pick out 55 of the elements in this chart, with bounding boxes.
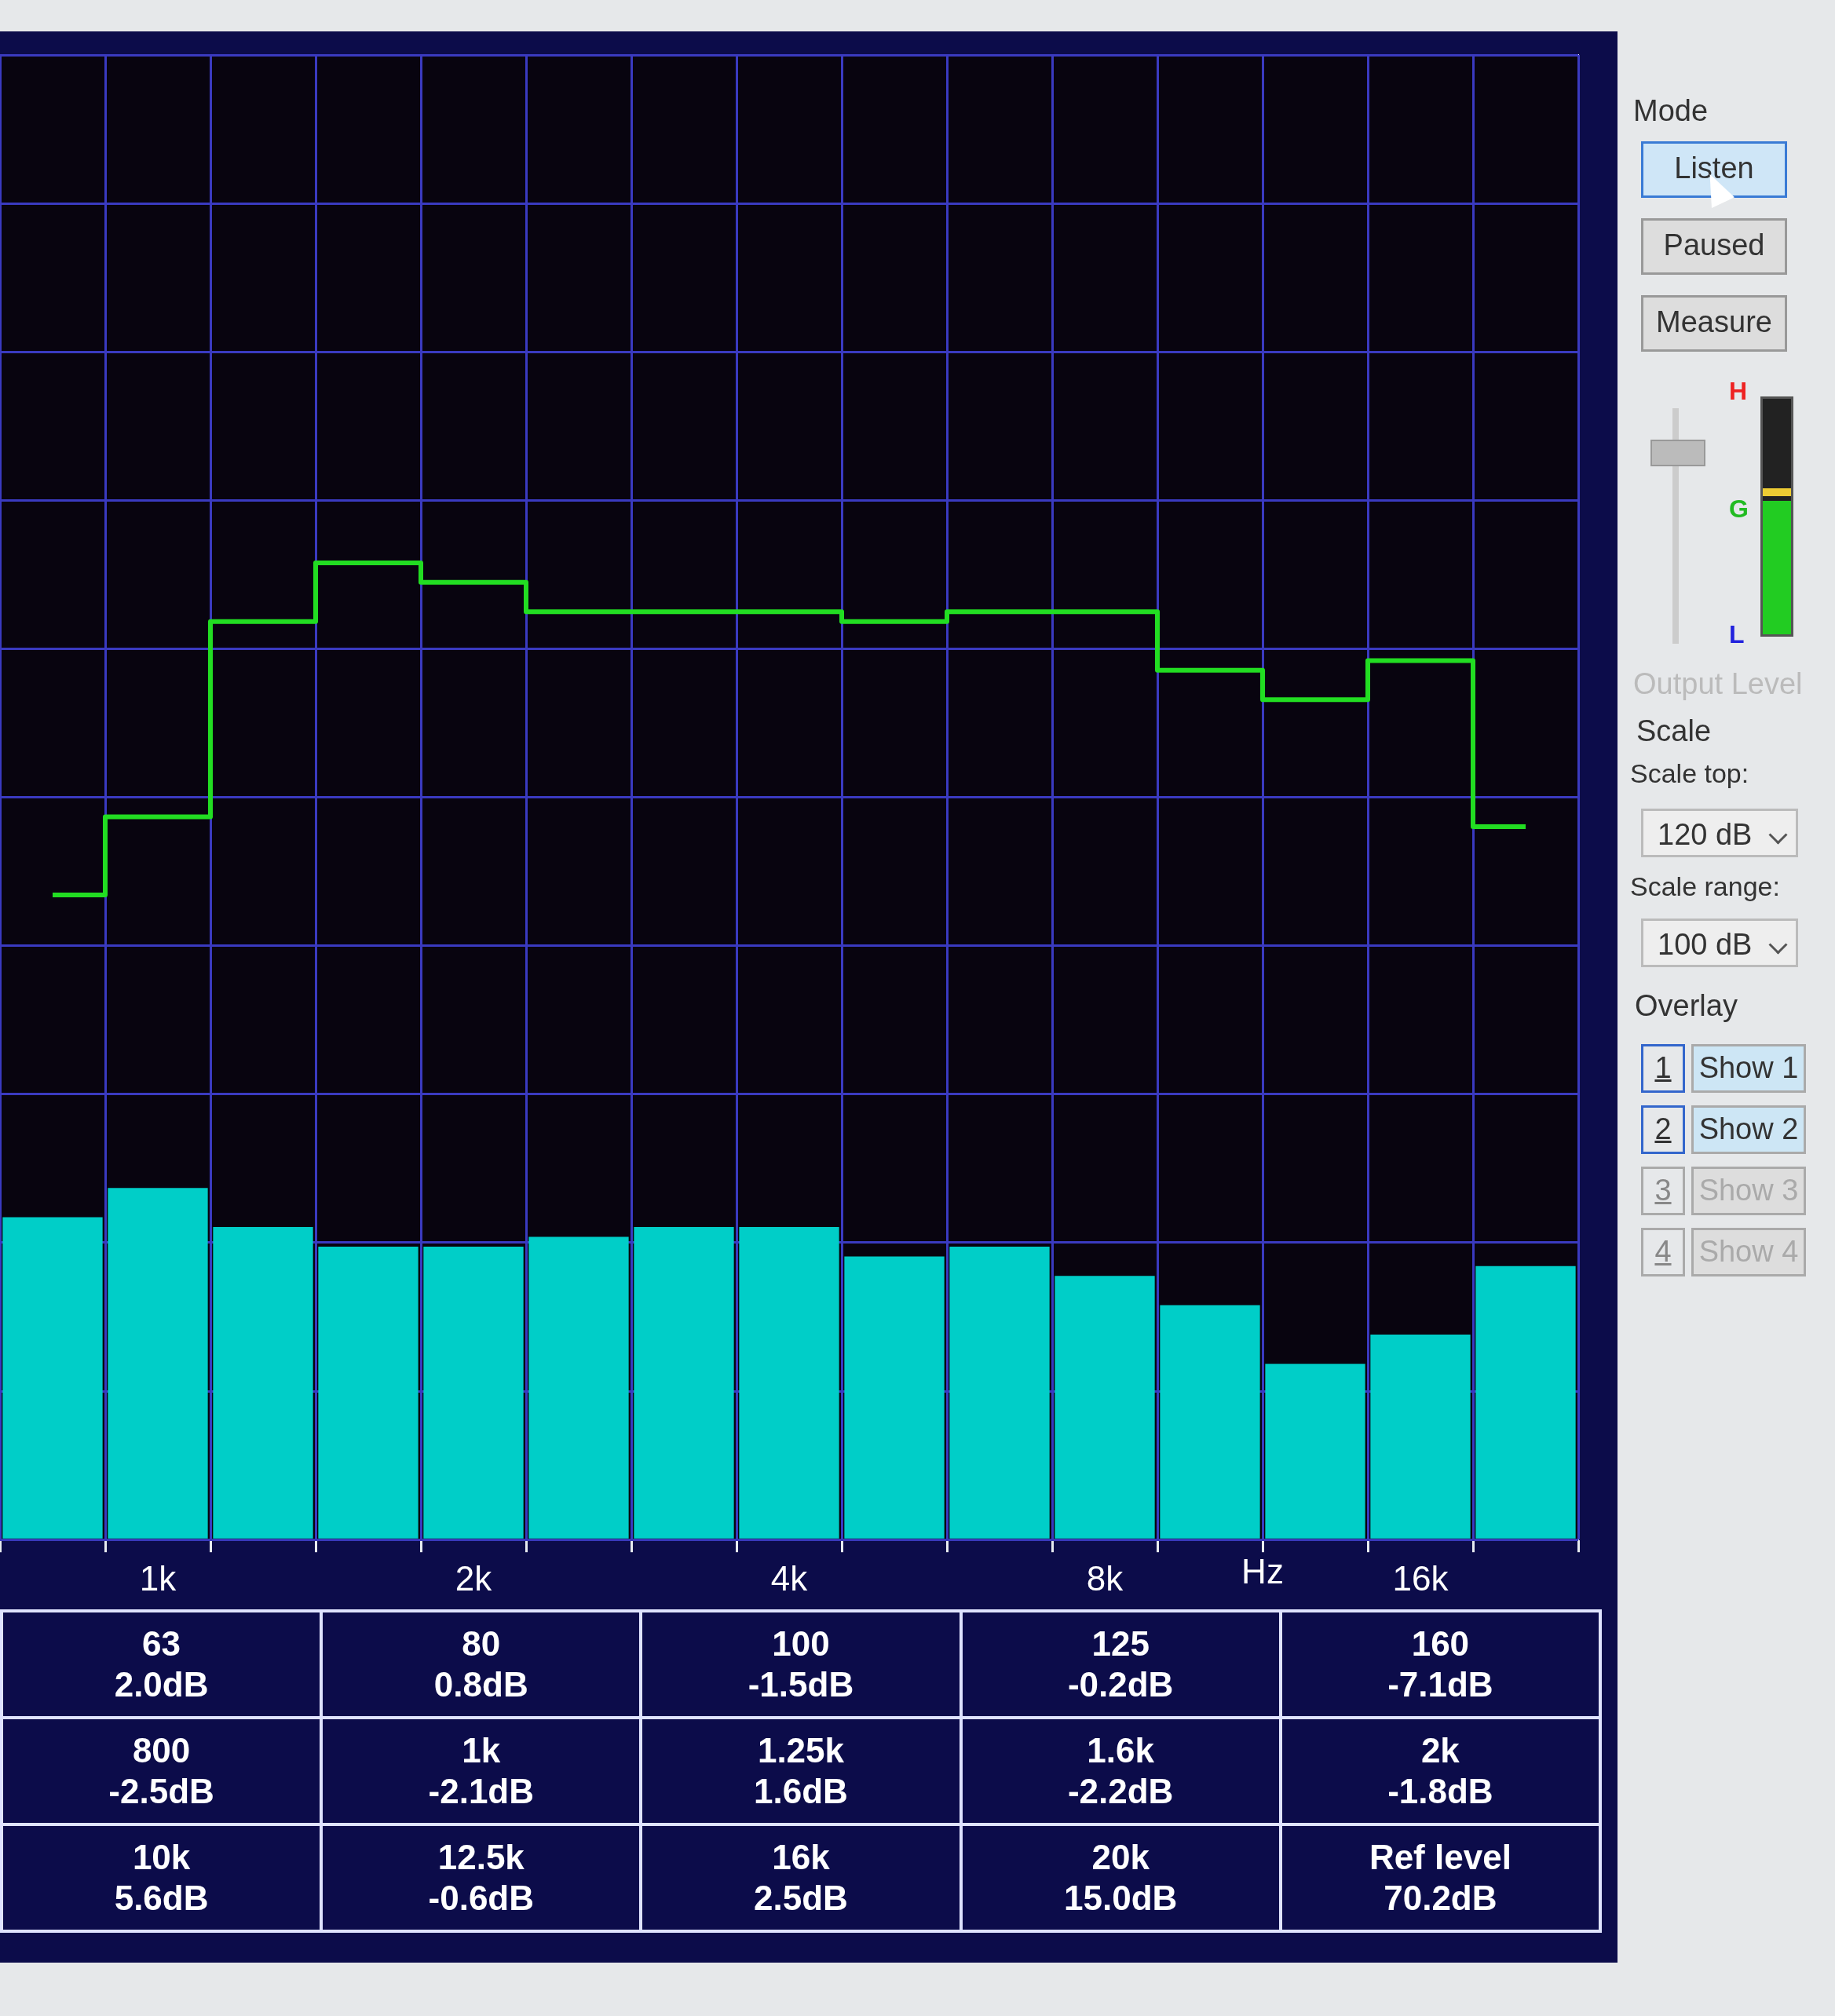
text: Scale top: bbox=[1630, 758, 1749, 789]
text: Scale range: bbox=[1630, 871, 1780, 902]
text: Paused bbox=[1641, 218, 1787, 275]
text: 4 bbox=[1641, 1228, 1685, 1276]
x-tick-label: 4k bbox=[770, 1558, 809, 1598]
text: 2k -1.8dB bbox=[1280, 1718, 1600, 1824]
bar bbox=[213, 1227, 313, 1539]
text: Scale bbox=[1636, 714, 1712, 748]
x-axis-title: Hz bbox=[1241, 1552, 1284, 1591]
bar bbox=[1055, 1276, 1155, 1539]
text: Mode bbox=[1633, 94, 1709, 128]
bar bbox=[949, 1246, 1050, 1539]
text: 120 dB bbox=[1641, 809, 1798, 857]
text: Listen bbox=[1641, 141, 1787, 198]
text: 1k -2.1dB bbox=[321, 1718, 642, 1824]
text: L bbox=[1729, 620, 1745, 649]
bar bbox=[318, 1246, 419, 1539]
bar bbox=[108, 1188, 208, 1539]
text: G bbox=[1729, 495, 1749, 524]
text: 125 -0.2dB bbox=[960, 1611, 1281, 1718]
text: 100 -1.5dB bbox=[641, 1611, 961, 1718]
text: Show 1 bbox=[1691, 1044, 1806, 1093]
bar bbox=[1265, 1364, 1365, 1539]
text: 63 2.0dB bbox=[2, 1611, 322, 1718]
text: Overlay bbox=[1635, 989, 1738, 1023]
text: 800 -2.5dB bbox=[2, 1718, 322, 1824]
bar bbox=[528, 1236, 629, 1539]
x-tick-label: 1k bbox=[139, 1558, 177, 1598]
text: 12.5k -0.6dB bbox=[321, 1824, 642, 1931]
bar bbox=[1160, 1305, 1260, 1539]
bar bbox=[739, 1227, 839, 1539]
x-tick-label: 8k bbox=[1086, 1558, 1124, 1598]
bar bbox=[1475, 1265, 1576, 1539]
text: 160 -7.1dB bbox=[1280, 1611, 1600, 1718]
text: Ref level 70.2dB bbox=[1280, 1824, 1600, 1931]
text: 80 0.8dB bbox=[321, 1611, 642, 1718]
text: H bbox=[1729, 377, 1748, 406]
bar bbox=[1370, 1334, 1471, 1539]
bar bbox=[844, 1256, 945, 1539]
bar bbox=[2, 1217, 103, 1539]
text: 1.6k -2.2dB bbox=[960, 1718, 1281, 1824]
bar bbox=[423, 1246, 524, 1539]
text: 100 dB bbox=[1641, 919, 1798, 967]
text: 16k 2.5dB bbox=[641, 1824, 961, 1931]
text: 10k 5.6dB bbox=[2, 1824, 322, 1931]
text: 3 bbox=[1641, 1167, 1685, 1215]
text: 2 bbox=[1641, 1105, 1685, 1154]
text: 20k 15.0dB bbox=[960, 1824, 1281, 1931]
bar bbox=[634, 1227, 734, 1539]
text: 1.25k 1.6dB bbox=[641, 1718, 961, 1824]
text: Show 2 bbox=[1691, 1105, 1806, 1154]
text: 1 bbox=[1641, 1044, 1685, 1093]
text: Measure bbox=[1641, 295, 1787, 352]
x-tick-label: 2k bbox=[455, 1558, 493, 1598]
x-tick-label: 16k bbox=[1392, 1558, 1449, 1598]
